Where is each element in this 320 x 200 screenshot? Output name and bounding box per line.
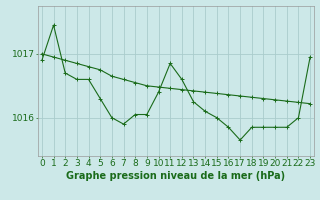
X-axis label: Graphe pression niveau de la mer (hPa): Graphe pression niveau de la mer (hPa) xyxy=(67,171,285,181)
